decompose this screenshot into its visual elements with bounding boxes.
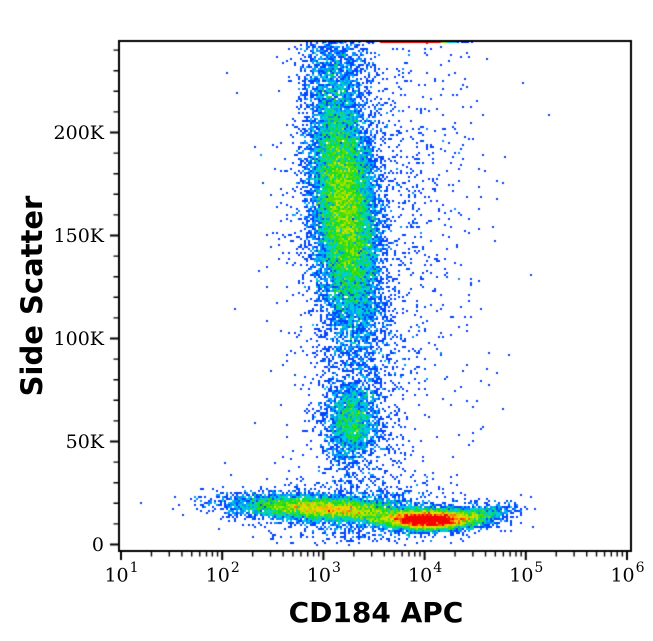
x-axis-label: CD184 APC — [288, 596, 464, 629]
y-tick-label: 50K — [65, 430, 104, 453]
y-tick-label: 0 — [91, 533, 104, 556]
x-tick-label: 106 — [610, 560, 645, 587]
x-tick-label: 101 — [104, 560, 139, 587]
y-tick-label: 150K — [53, 224, 104, 247]
x-tick-label: 103 — [306, 560, 341, 587]
y-tick-label: 100K — [53, 327, 104, 350]
x-tick-label: 104 — [408, 560, 443, 587]
y-axis-label: Side Scatter — [15, 195, 49, 397]
x-tick-label: 102 — [205, 560, 240, 587]
x-tick-label: 105 — [509, 560, 544, 587]
y-tick-label: 200K — [53, 121, 104, 144]
